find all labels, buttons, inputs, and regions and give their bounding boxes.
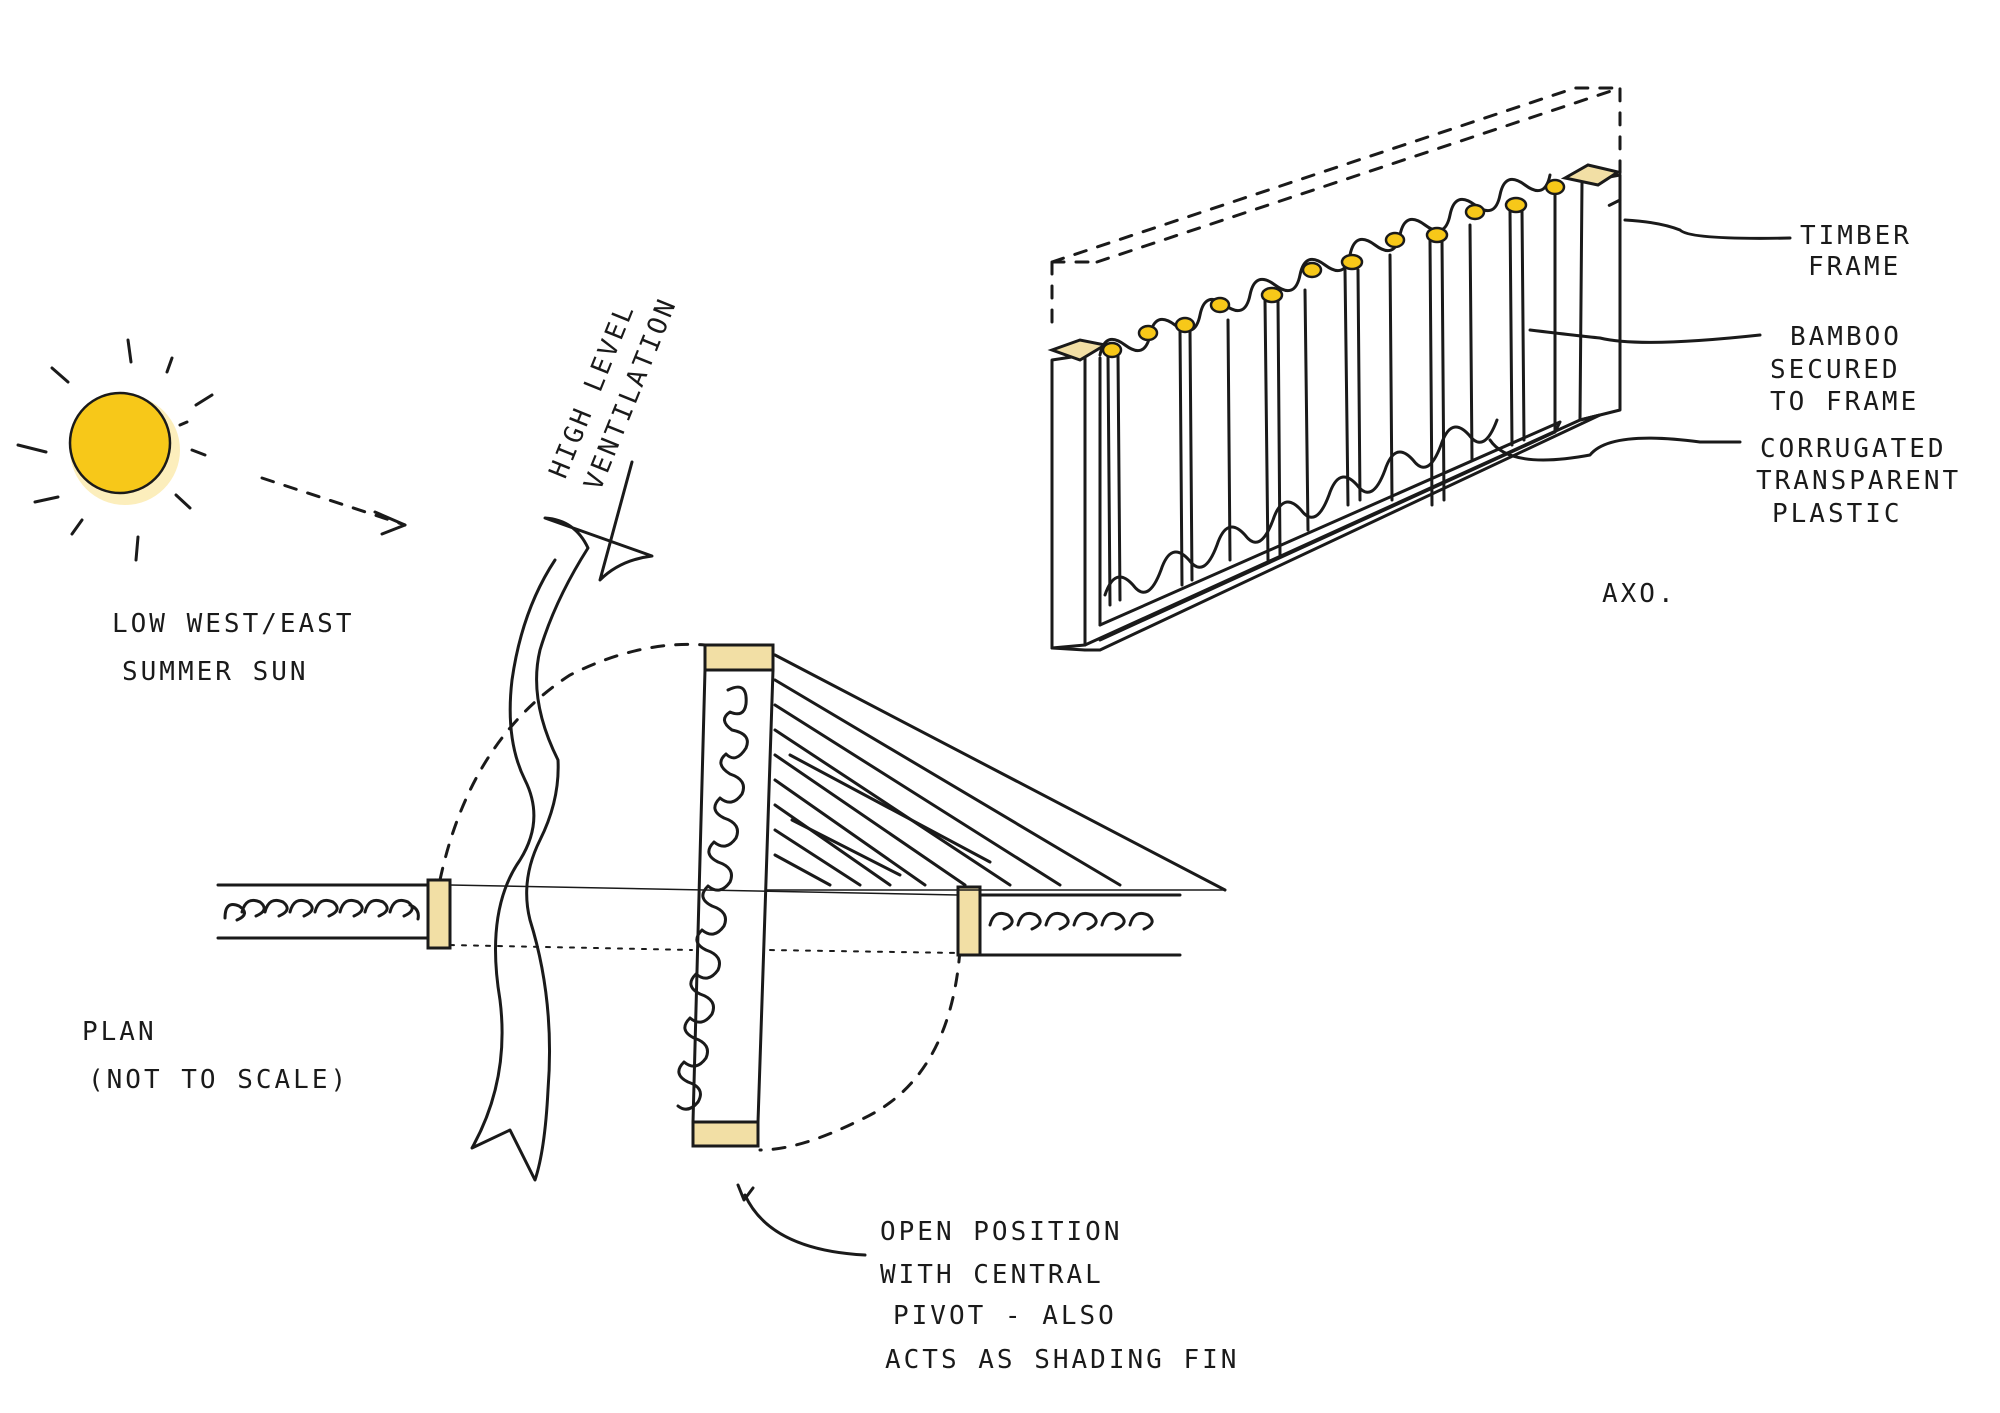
plan-label-line-2: (NOT TO SCALE) [88,1065,349,1095]
corrugated-line-3: PLASTIC [1772,499,1903,529]
axo-drawing [1047,85,1792,652]
sun-ray-arrow [260,476,407,536]
timber-frame-label: TIMBER FRAME [1800,221,1912,282]
sun-caption-line-1: LOW WEST/EAST [112,609,355,639]
sun-caption-line-2: SUMMER SUN [122,657,309,687]
open-position-line-1: OPEN POSITION [880,1217,1123,1247]
bamboo-line-3: TO FRAME [1770,387,1919,417]
sun-icon [16,338,214,562]
timber-frame-line-1: TIMBER [1800,221,1912,251]
open-position-leader [736,1183,867,1257]
plan-label-line-1: PLAN [82,1017,157,1047]
bamboo-line-2: SECURED [1770,355,1901,385]
timber-frame-line-2: FRAME [1808,252,1901,282]
right-fixed-panel [956,885,1182,957]
corrugated-label: CORRUGATED TRANSPARENT PLASTIC [1756,434,1961,529]
bamboo-line-1: BAMBOO [1790,322,1902,352]
open-position-label: OPEN POSITION WITH CENTRAL PIVOT - ALSO … [880,1217,1239,1375]
bamboo-ends [1101,178,1566,359]
sun-caption: LOW WEST/EAST SUMMER SUN [112,609,355,687]
pivoted-panel [676,643,775,1148]
corrugated-line-1: CORRUGATED [1760,434,1947,464]
corrugated-line-2: TRANSPARENT [1756,466,1961,496]
open-position-line-4: ACTS AS SHADING FIN [885,1345,1239,1375]
open-position-line-3: PIVOT - ALSO [893,1301,1117,1331]
shading-fin-hatching [773,653,1227,892]
ventilation-arrow [470,460,654,1182]
bamboo-label: BAMBOO SECURED TO FRAME [1770,322,1919,417]
open-position-line-2: WITH CENTRAL [880,1260,1104,1290]
axo-label: AXO. [1602,579,1677,609]
plan-label: PLAN (NOT TO SCALE) [82,1017,349,1095]
left-fixed-panel [216,878,452,950]
